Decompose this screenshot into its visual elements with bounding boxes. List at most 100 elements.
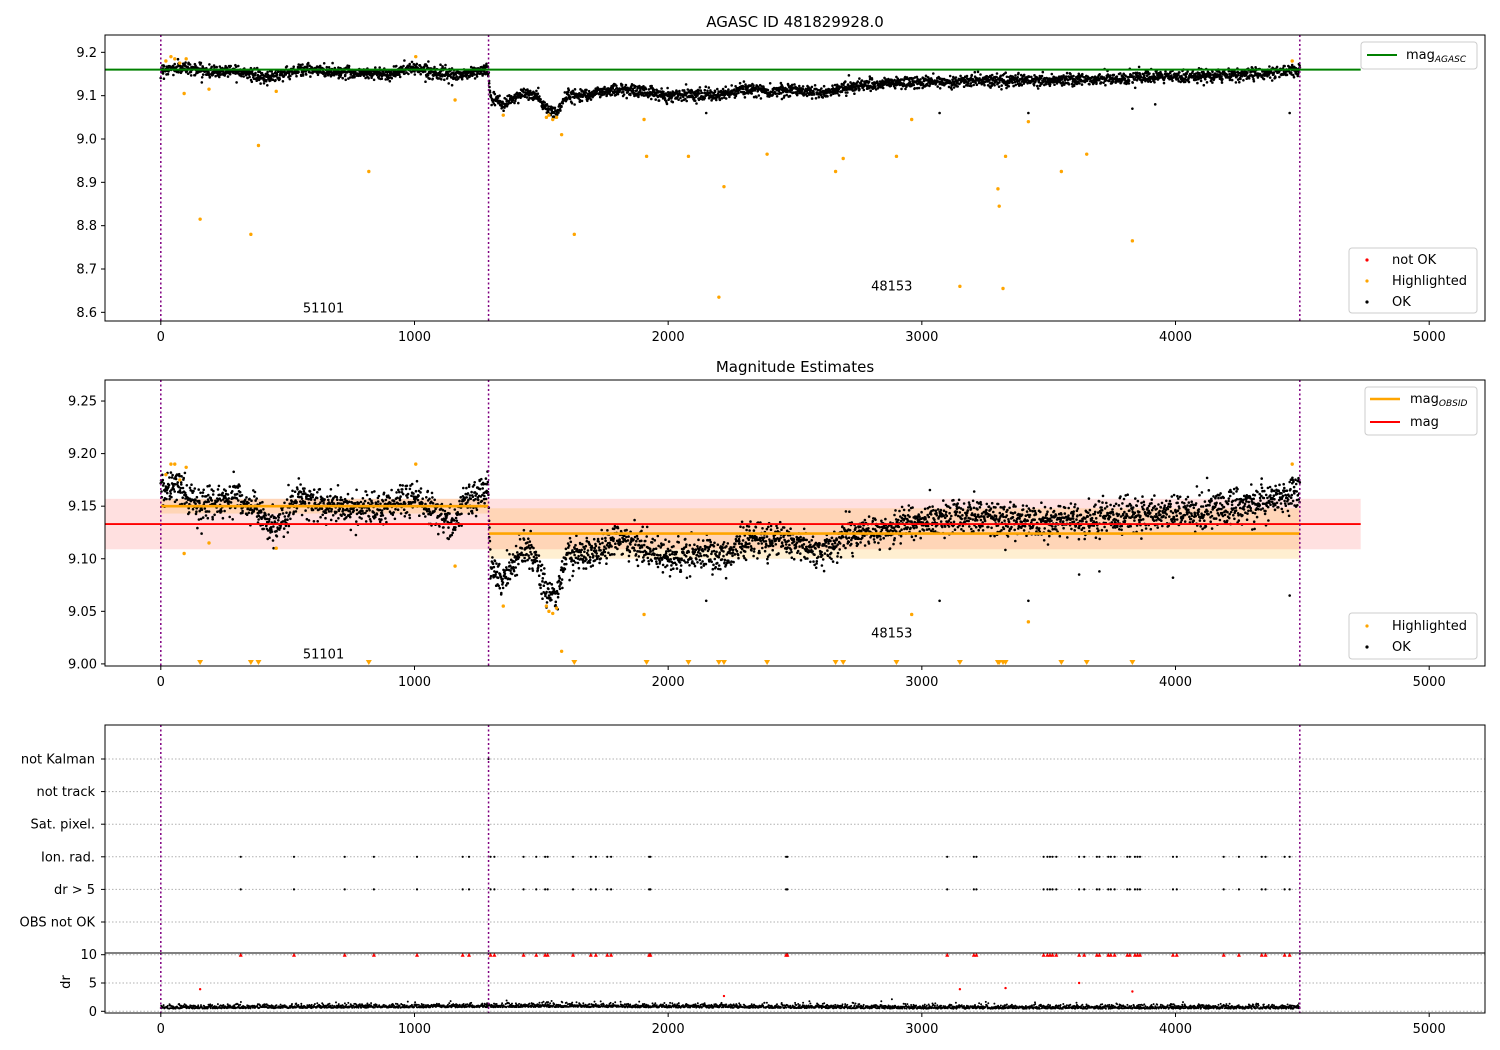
flag-category-label: not track — [36, 785, 95, 800]
highlighted-point — [909, 117, 914, 122]
highlighted-point — [544, 115, 549, 120]
flag-event-point — [415, 888, 419, 891]
flag-event-point — [606, 888, 609, 891]
highlighted-point — [207, 87, 211, 91]
flag-event-point — [1237, 855, 1241, 858]
x-tick-label: 4000 — [1159, 675, 1192, 690]
flag-event-point — [972, 888, 975, 891]
legend-box — [1360, 41, 1478, 70]
highlighted-point — [572, 232, 577, 237]
highlighted-point — [178, 478, 182, 482]
highlighted-point — [367, 169, 371, 174]
obsid-annotation: 48153 — [871, 280, 912, 295]
flag-event-point — [343, 888, 346, 891]
flag-event-point — [544, 855, 547, 858]
x-tick-label: 5000 — [1413, 1022, 1446, 1037]
flag-event-point — [975, 855, 978, 858]
flag-event-point — [649, 855, 652, 858]
flag-event-point — [535, 888, 538, 891]
flag-event-point — [1264, 855, 1267, 858]
dr-clipped-marker — [1127, 952, 1132, 957]
legend-mag-obsid-label: magOBSID — [1410, 392, 1468, 409]
dr-clipped-marker — [1170, 952, 1175, 957]
x-tick-label: 3000 — [905, 330, 938, 345]
dr-clipped-marker — [1094, 952, 1099, 957]
legend-highlighted-label: Highlighted — [1392, 619, 1467, 634]
flag-event-point — [1138, 855, 1142, 858]
dr-clipped-marker — [974, 952, 979, 957]
flag-event-point — [1095, 888, 1098, 891]
flag-event-point — [1055, 888, 1058, 891]
y-tick-label: 9.2 — [76, 46, 97, 61]
legend-box — [1348, 612, 1478, 660]
below-range-marker — [720, 660, 727, 665]
dr-clipped-marker — [1108, 952, 1113, 957]
x-tick-label: 2000 — [652, 330, 685, 345]
x-tick-label: 5000 — [1413, 675, 1446, 690]
panel-4-plot-area: 0 1000 2000 3000 4000 5000 0 5 10 — [80, 948, 1486, 1037]
y-tick-label: 8.7 — [76, 263, 97, 278]
dr-clipped-marker — [945, 952, 950, 957]
dr-clipped-marker — [1125, 952, 1130, 957]
highlighted-point — [547, 609, 551, 614]
panel-2-legend-bottom: Highlighted OK — [1348, 612, 1478, 660]
dr-clipped-marker — [571, 952, 576, 957]
flag-event-point — [1288, 855, 1291, 858]
flag-event-point — [461, 888, 464, 891]
dr-clipped-marker — [588, 952, 593, 957]
flag-event-point — [343, 855, 346, 858]
dr-clipped-marker — [1041, 952, 1046, 957]
ok-point — [1027, 111, 1030, 115]
dr-axis-label: dr — [59, 975, 74, 989]
below-range-marker — [255, 660, 262, 665]
ok-point — [1288, 594, 1291, 597]
dr-clipped-marker — [238, 952, 243, 957]
ok-point — [1077, 573, 1081, 576]
legend-highlighted-marker — [1365, 624, 1369, 628]
flag-event-point — [1138, 888, 1142, 891]
panel-3-plot-area: not Kalman not track Sat. pixel. Ion. rad. d… — [20, 724, 1486, 954]
flag-event-point — [1078, 855, 1081, 858]
panel-1-frame — [104, 34, 1486, 322]
y-tick-label: 9.20 — [68, 447, 97, 462]
flag-event-point — [1175, 855, 1178, 858]
highlighted-point — [554, 606, 559, 610]
x-tick-label: 1000 — [398, 1022, 431, 1037]
highlighted-point — [833, 169, 838, 174]
flag-event-point — [649, 888, 652, 891]
y-tick-label: 8.8 — [76, 219, 97, 234]
flag-event-point — [1083, 855, 1086, 858]
flag-event-point — [571, 888, 575, 891]
highlighted-point — [256, 143, 261, 148]
flag-event-point — [489, 888, 492, 891]
panel-1-plot-area: 51101 48153 0 1000 2000 3000 4000 5000 8.6 8.7 8.8… — [76, 34, 1486, 345]
dr-clipped-marker — [1047, 952, 1052, 957]
flag-event-point — [946, 888, 949, 891]
highlighted-point — [414, 54, 418, 59]
y-tick-label: 9.00 — [68, 657, 97, 672]
flag-event-point — [461, 855, 464, 858]
dr-clipped-marker — [1132, 952, 1137, 957]
flag-event-point — [1048, 855, 1052, 858]
flag-event-point — [522, 855, 525, 858]
flag-event-point — [493, 855, 496, 858]
legend-mag-label: mag — [1410, 415, 1439, 430]
highlighted-point — [765, 152, 769, 156]
highlighted-point — [164, 59, 168, 63]
dr-clipped-marker — [1259, 952, 1264, 957]
flag-event-point — [544, 888, 547, 891]
below-range-marker — [247, 660, 254, 665]
dr-outlier-point — [1077, 981, 1081, 985]
x-tick-label: 3000 — [905, 1022, 938, 1037]
x-tick-label: 0 — [157, 330, 165, 345]
highlighted-point — [173, 462, 177, 466]
dr-clipped-marker — [342, 952, 347, 957]
highlighted-point — [1085, 152, 1089, 156]
highlighted-point — [958, 284, 962, 289]
flag-event-point — [239, 855, 242, 858]
ok-points — [159, 57, 1302, 119]
panel-2-plot-area: 51101 48153 0 1000 2000 3000 4000 5000 9.00 9.05 9… — [68, 379, 1486, 690]
y-tick-label: 10 — [80, 948, 97, 963]
dr-clipped-marker — [1097, 952, 1102, 957]
